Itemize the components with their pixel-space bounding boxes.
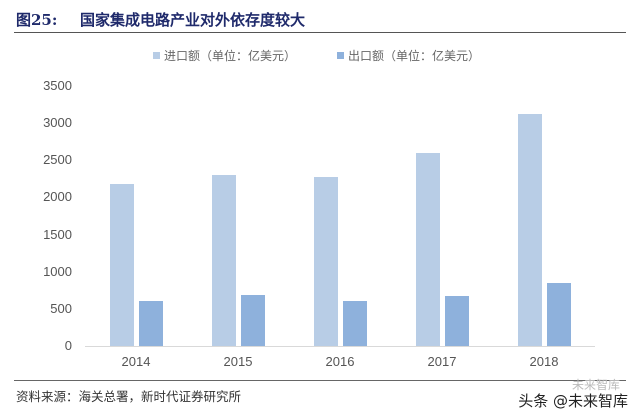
- bar-import: [109, 183, 134, 346]
- x-tick-label: 2016: [325, 354, 355, 369]
- figure-title-text: 国家集成电路产业对外依存度较大: [80, 11, 306, 29]
- x-tick-label: 2018: [529, 354, 559, 369]
- legend-swatch-import: [153, 52, 160, 59]
- y-tick-label: 0: [64, 338, 72, 353]
- y-tick-label: 3500: [43, 78, 72, 93]
- legend-item-import: 进口额（单位：亿美元）: [153, 47, 296, 64]
- y-tick-label: 1500: [43, 226, 72, 242]
- y-tick-label: 2500: [43, 152, 72, 168]
- y-tick-label: 3000: [43, 115, 72, 131]
- bar-export: [138, 300, 163, 346]
- bar-import: [517, 114, 542, 346]
- legend-label-export: 出口额（单位：亿美元）: [348, 49, 481, 63]
- bar-export: [342, 300, 367, 346]
- bar-import: [415, 152, 440, 346]
- title-divider: [14, 32, 626, 33]
- bar-export: [444, 296, 469, 346]
- bar-import: [313, 177, 338, 346]
- x-tick-label: 2017: [427, 354, 457, 369]
- source-note: 资料来源：海关总署，新时代证券研究所: [16, 389, 242, 404]
- x-tick-label: 2014: [121, 354, 151, 369]
- bar-export: [546, 283, 571, 346]
- y-tick-label: 1000: [43, 263, 72, 279]
- y-tick-label: 500: [50, 300, 72, 316]
- source-divider: [14, 380, 626, 381]
- legend-label-import: 进口额（单位：亿美元）: [164, 49, 297, 63]
- watermark: 头条 @未来智库: [518, 392, 628, 410]
- figure-title: 图25: 国家集成电路产业对外依存度较大: [16, 9, 305, 31]
- x-axis-line: [85, 346, 595, 347]
- legend-swatch-export: [337, 52, 344, 59]
- bar-export: [240, 294, 265, 346]
- watermark-logo: 未来智库: [571, 378, 620, 392]
- x-tick-label: 2015: [223, 354, 253, 369]
- bar-import: [211, 174, 236, 346]
- y-tick-label: 2000: [43, 189, 72, 205]
- legend-item-export: 出口额（单位：亿美元）: [337, 47, 480, 64]
- bar-chart-plot: 0 500 1000 1500 2000 2500 3000 3500 2014 2015 2016…: [43, 78, 595, 369]
- figure-number: 图25:: [16, 11, 58, 29]
